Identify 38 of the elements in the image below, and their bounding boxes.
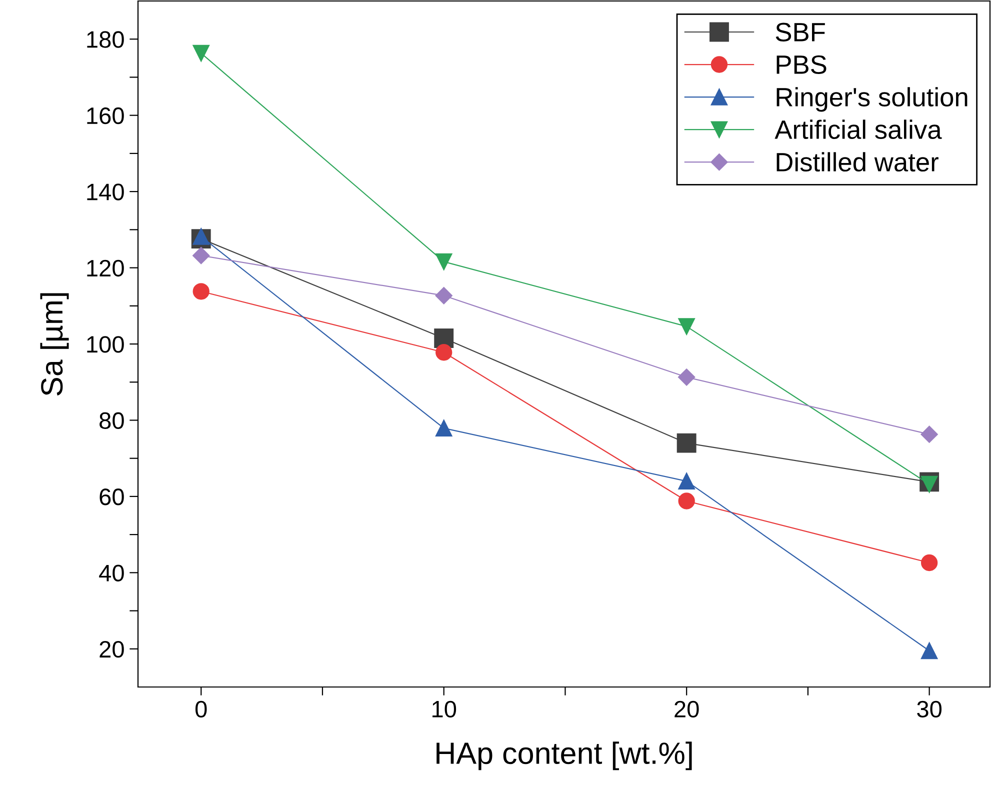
y-tick-label: 100 [87,336,124,353]
point [920,426,938,443]
point [192,247,210,264]
point [435,287,452,304]
y-tick-label: 60 [100,488,124,506]
x-axis-title: HAp content [wt.%] [436,742,692,770]
point [920,642,938,660]
point [434,328,454,348]
y-tick-label: 140 [87,184,124,200]
point [436,253,452,270]
legend-label: PBS [776,55,826,74]
y-tick-label: 80 [100,412,124,430]
point [436,420,452,437]
point [920,554,938,572]
y-axis-title: Sa [µm] [40,293,69,396]
point [676,433,696,453]
y-tick-label: 20 [100,640,124,658]
point [678,472,695,490]
point [678,318,695,335]
legend-label: SBF [776,22,825,42]
legend-label: Distilled water [776,152,938,172]
point [678,368,696,386]
point [678,492,695,510]
point [192,283,210,300]
y-tick-label: 40 [99,564,124,582]
legend-label: Ringer's solution [776,87,968,112]
y-tick-label: 180 [87,31,124,48]
point [436,344,452,361]
y-tick-label: 120 [87,260,124,277]
x-tick-label: 10 [432,700,456,718]
x-tick-label: 20 [674,700,699,718]
y-tick-label: 160 [87,107,124,124]
x-tick-label: 0 [195,700,207,718]
x-tick-label: 30 [917,700,942,718]
point [192,228,210,245]
point [920,476,938,493]
legend-label: Artificial saliva [774,120,942,140]
point [192,44,210,62]
